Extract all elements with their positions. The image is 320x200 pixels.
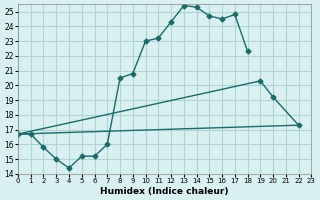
X-axis label: Humidex (Indice chaleur): Humidex (Indice chaleur) — [100, 187, 229, 196]
